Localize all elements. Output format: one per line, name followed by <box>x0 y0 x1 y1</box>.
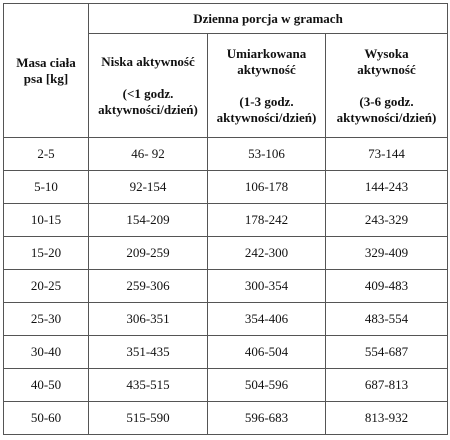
table-cell: 406-504 <box>207 335 326 369</box>
table-cell: 504-596 <box>207 368 326 402</box>
table-cell: 25-30 <box>3 302 89 336</box>
table-row: 2-5 46- 92 53-106 73-144 <box>3 137 449 171</box>
column-name: Umiarkowana aktywność <box>226 45 307 77</box>
table-cell: 515-590 <box>88 401 208 435</box>
group-title: Dzienna porcja w gramach <box>87 3 449 34</box>
table-cell: 435-515 <box>88 368 208 402</box>
table-cell: 243-329 <box>324 203 449 237</box>
table-cell: 20-25 <box>3 269 89 303</box>
table-cell: 813-932 <box>324 401 449 435</box>
table-cell: 178-242 <box>207 203 326 237</box>
table-cell: 306-351 <box>88 302 208 336</box>
table-cell: 687-813 <box>324 368 449 402</box>
column-note: (1-3 godz. aktywności/dzień) <box>216 93 317 125</box>
table-cell: 242-300 <box>207 236 326 270</box>
row-label: Masa ciała psa [kg] <box>16 54 76 86</box>
table-row: 25-30 306-351 354-406 483-554 <box>3 302 449 336</box>
table-cell: 354-406 <box>207 302 326 336</box>
table-row: 10-15 154-209 178-242 243-329 <box>3 203 449 237</box>
table-cell: 73-144 <box>324 137 449 171</box>
table-cell: 40-50 <box>3 368 89 402</box>
column-header: Wysoka aktywność (3-6 godz. aktywności/dz… <box>324 33 449 138</box>
table-cell: 154-209 <box>88 203 208 237</box>
table-cell: 5-10 <box>3 170 89 204</box>
table-cell: 596-683 <box>207 401 326 435</box>
row-label-header: Masa ciała psa [kg] <box>3 3 89 138</box>
table-cell: 409-483 <box>324 269 449 303</box>
table-cell: 554-687 <box>324 335 449 369</box>
table-cell: 300-354 <box>207 269 326 303</box>
column-note: (3-6 godz. aktywności/dzień) <box>336 93 437 125</box>
table-cell: 53-106 <box>207 137 326 171</box>
table-cell: 329-409 <box>324 236 449 270</box>
table-cell: 106-178 <box>207 170 326 204</box>
table-cell: 259-306 <box>88 269 208 303</box>
table-row: 40-50 435-515 504-596 687-813 <box>3 368 449 402</box>
table-row: 20-25 259-306 300-354 409-483 <box>3 269 449 303</box>
table-row: 5-10 92-154 106-178 144-243 <box>3 170 449 204</box>
column-header: Niska aktywność (<1 godz. aktywności/dzie… <box>88 33 208 138</box>
column-name: Niska aktywność <box>101 53 195 69</box>
portion-table: Masa ciała psa [kg] Dzienna porcja w gra… <box>3 3 449 435</box>
table-cell: 209-259 <box>88 236 208 270</box>
table-row: 30-40 351-435 406-504 554-687 <box>3 335 449 369</box>
table-cell: 2-5 <box>3 137 89 171</box>
table-cell: 10-15 <box>3 203 89 237</box>
table-cell: 92-154 <box>88 170 208 204</box>
table-cell: 50-60 <box>3 401 89 435</box>
table-cell: 351-435 <box>88 335 208 369</box>
table-cell: 15-20 <box>3 236 89 270</box>
table-cell: 30-40 <box>3 335 89 369</box>
column-name: Wysoka aktywność <box>357 45 416 77</box>
column-header: Umiarkowana aktywność (1-3 godz. aktywnoś… <box>207 33 326 138</box>
table-cell: 46- 92 <box>88 137 208 171</box>
table-row: 15-20 209-259 242-300 329-409 <box>3 236 449 270</box>
table-cell: 483-554 <box>324 302 449 336</box>
table-cell: 144-243 <box>324 170 449 204</box>
column-note: (<1 godz. aktywności/dzień) <box>98 85 198 117</box>
table-row: 50-60 515-590 596-683 813-932 <box>3 401 449 435</box>
